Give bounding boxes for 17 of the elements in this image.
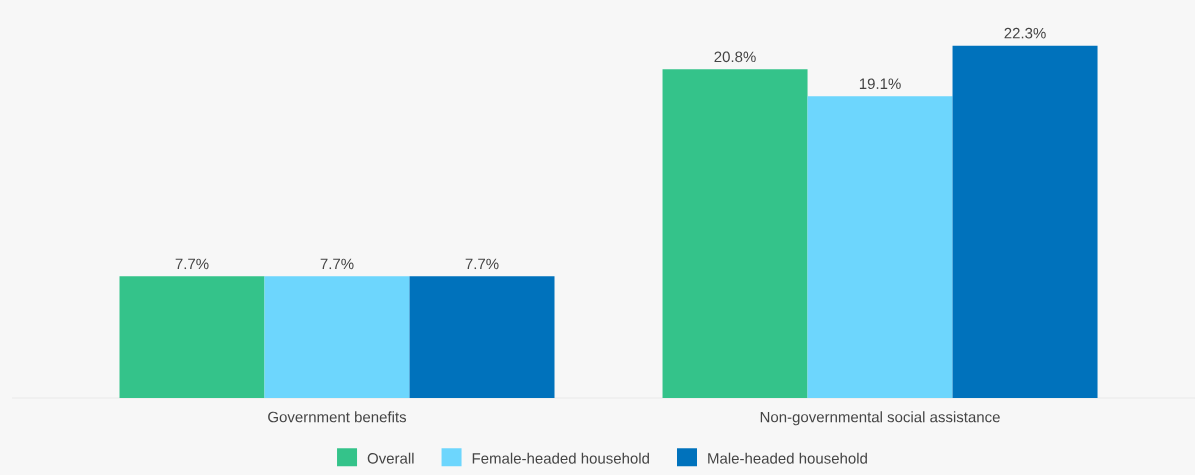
bar — [662, 69, 808, 398]
data-label: 7.7% — [175, 258, 209, 270]
data-label: 22.3% — [1004, 27, 1046, 39]
data-label: 7.7% — [320, 258, 354, 270]
bar — [807, 96, 953, 398]
bar — [119, 276, 265, 398]
legend-label: Overall — [367, 452, 414, 464]
legend-label: Female-headed household — [472, 452, 649, 464]
bar — [409, 276, 555, 398]
data-label: 19.1% — [859, 78, 901, 90]
bar — [952, 45, 1098, 398]
data-label: 7.7% — [465, 258, 499, 270]
bar — [264, 276, 410, 398]
x-tick-label: Non-governmental social assistance — [760, 411, 1000, 426]
legend-label: Male-headed household — [708, 452, 867, 464]
data-label: 20.8% — [714, 51, 756, 63]
x-tick-label: Government benefits — [268, 411, 407, 423]
